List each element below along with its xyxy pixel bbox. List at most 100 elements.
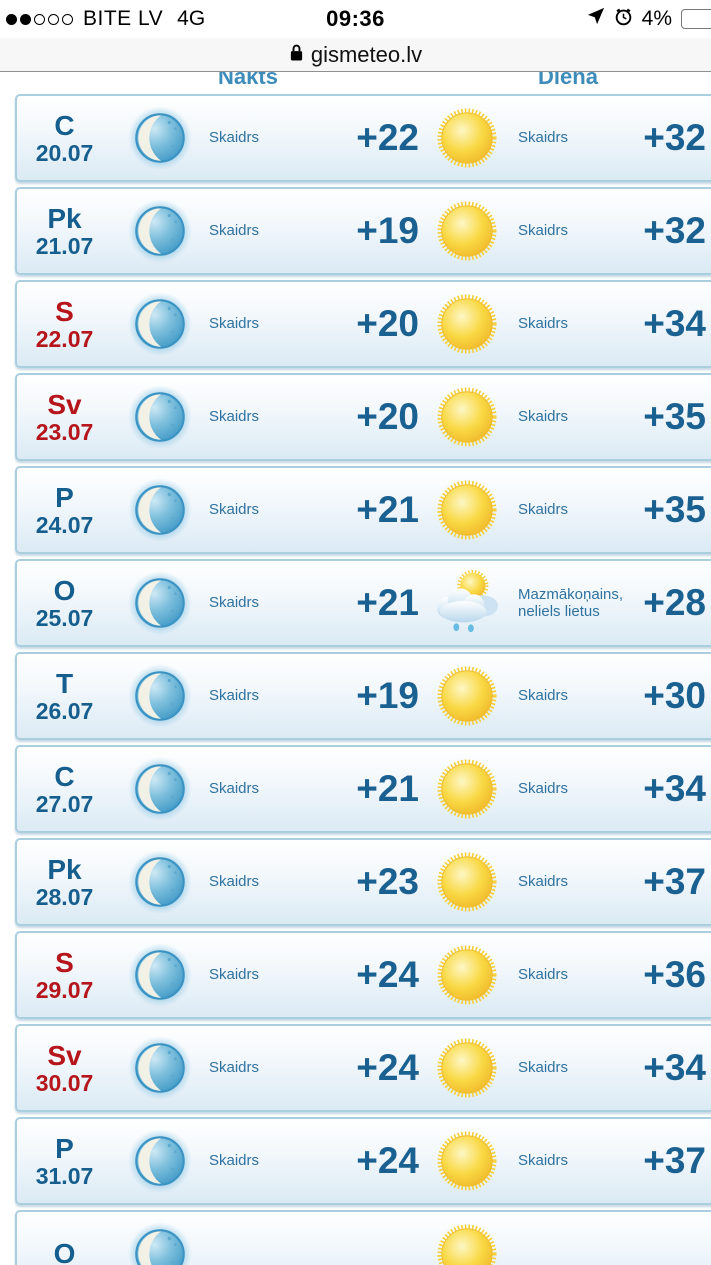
day-weather-icon (419, 665, 514, 727)
day-temperature: +28 (643, 582, 706, 623)
night-temperature: +21 (356, 582, 419, 623)
day-date: 28.07 (35, 883, 94, 910)
night-temperature: +20 (356, 303, 419, 344)
forecast-row[interactable]: P 31.07 Skaidrs +24 (15, 1117, 711, 1205)
forecast-row[interactable]: Sv 23.07 Skaidrs +20 (15, 373, 711, 461)
clock-time: 09:36 (326, 6, 385, 31)
day-weather-icon (419, 1223, 514, 1265)
night-temperature: +23 (356, 861, 419, 902)
night-temperature: +24 (356, 1047, 419, 1088)
day-label-cell: Pk 21.07 (17, 204, 112, 258)
day-condition: Skaidrs (518, 408, 569, 426)
night-temperature: +19 (356, 210, 419, 251)
url-domain: gismeteo.lv (310, 41, 423, 67)
night-condition: Skaidrs (209, 1059, 260, 1077)
day-abbreviation: T (55, 668, 74, 700)
night-condition: Skaidrs (209, 501, 260, 519)
day-abbreviation: S (55, 296, 74, 328)
sun-cloud-rain-icon (436, 569, 498, 633)
sun-icon (436, 759, 497, 819)
forecast-row[interactable]: C 27.07 Skaidrs +21 (15, 745, 711, 833)
day-weather-icon (419, 851, 514, 913)
day-temperature: +34 (643, 768, 706, 809)
day-label-cell: O 25.07 (17, 576, 112, 630)
day-condition: Skaidrs (518, 129, 569, 147)
status-bar: BITE LV 4G 09:36 4% (0, 0, 711, 38)
moon-icon (112, 291, 207, 357)
night-condition: Skaidrs (209, 966, 260, 984)
day-abbreviation: Sv (47, 389, 82, 421)
day-temperature: +32 (643, 210, 706, 251)
day-abbreviation: P (55, 482, 74, 514)
forecast-row[interactable]: Sv 30.07 Skaidrs +24 (15, 1024, 711, 1112)
forecast-row[interactable]: C 20.07 Skaidrs +22 (15, 94, 711, 182)
forecast-row[interactable]: T 26.07 Skaidrs +19 (15, 652, 711, 740)
day-date: 20.07 (35, 139, 94, 166)
day-condition: Skaidrs (518, 966, 569, 984)
day-temperature: +37 (643, 1140, 706, 1181)
day-date: 23.07 (35, 418, 94, 445)
day-abbreviation: O (53, 575, 76, 607)
forecast-row[interactable]: O 25.07 Skaidrs +21 (15, 559, 711, 647)
forecast-row[interactable]: Pk 21.07 Skaidrs +19 (15, 187, 711, 275)
day-label-cell: C 20.07 (17, 111, 112, 165)
night-condition: Skaidrs (209, 873, 260, 891)
day-date: 22.07 (35, 325, 94, 352)
forecast-row[interactable]: S 29.07 Skaidrs +24 (15, 931, 711, 1019)
day-weather-icon (419, 293, 514, 355)
night-temperature: +22 (356, 117, 419, 158)
day-condition: Skaidrs (518, 873, 569, 891)
day-label-cell: P 24.07 (17, 483, 112, 537)
day-weather-icon (419, 200, 514, 262)
sun-icon (436, 480, 497, 540)
day-label-cell: P 31.07 (17, 1134, 112, 1188)
day-condition: Skaidrs (518, 1152, 569, 1170)
day-label-cell: S 22.07 (17, 297, 112, 351)
day-temperature: +36 (643, 954, 706, 995)
night-condition: Skaidrs (209, 594, 260, 612)
forecast-row[interactable]: S 22.07 Skaidrs +20 (15, 280, 711, 368)
sun-icon (436, 1038, 497, 1098)
day-weather-icon (419, 569, 514, 637)
moon-icon (112, 1221, 207, 1265)
day-weather-icon (419, 479, 514, 541)
sun-icon (436, 1131, 497, 1191)
day-date: 27.07 (35, 790, 94, 817)
forecast-row[interactable]: Pk 28.07 Skaidrs +23 (15, 838, 711, 926)
moon-icon (112, 1035, 207, 1101)
battery-icon (681, 9, 711, 29)
forecast-page: Nakts Diena C 20.07 Skaidrs +22 (0, 72, 711, 1265)
forecast-row[interactable]: O (15, 1210, 711, 1265)
day-label-cell: T 26.07 (17, 669, 112, 723)
moon-icon (112, 570, 207, 636)
sun-icon (436, 387, 497, 447)
night-temperature: +20 (356, 396, 419, 437)
sun-icon (436, 294, 497, 354)
night-temperature: +21 (356, 489, 419, 530)
day-date: 30.07 (35, 1069, 94, 1096)
day-condition: Skaidrs (518, 315, 569, 333)
signal-strength-icon (6, 13, 73, 25)
day-temperature: +32 (643, 117, 706, 158)
day-weather-icon (419, 386, 514, 448)
day-abbreviation: Pk (47, 854, 82, 886)
day-weather-icon (419, 107, 514, 169)
day-weather-icon (419, 944, 514, 1006)
night-condition: Skaidrs (209, 687, 260, 705)
day-abbreviation: C (54, 761, 75, 793)
day-date: 24.07 (35, 511, 94, 538)
day-abbreviation: C (54, 110, 75, 142)
day-temperature: +34 (643, 1047, 706, 1088)
browser-url-bar[interactable]: gismeteo.lv (0, 38, 711, 72)
sun-icon (436, 945, 497, 1005)
moon-icon (112, 198, 207, 264)
day-abbreviation: P (55, 1133, 74, 1165)
day-date: 26.07 (35, 697, 94, 724)
day-label-cell: Sv 30.07 (17, 1041, 112, 1095)
forecast-row[interactable]: P 24.07 Skaidrs +21 (15, 466, 711, 554)
day-label-cell: O (17, 1239, 112, 1265)
day-abbreviation: Pk (47, 203, 82, 235)
day-temperature: +35 (643, 396, 706, 437)
moon-icon (112, 105, 207, 171)
day-abbreviation: Sv (47, 1040, 82, 1072)
